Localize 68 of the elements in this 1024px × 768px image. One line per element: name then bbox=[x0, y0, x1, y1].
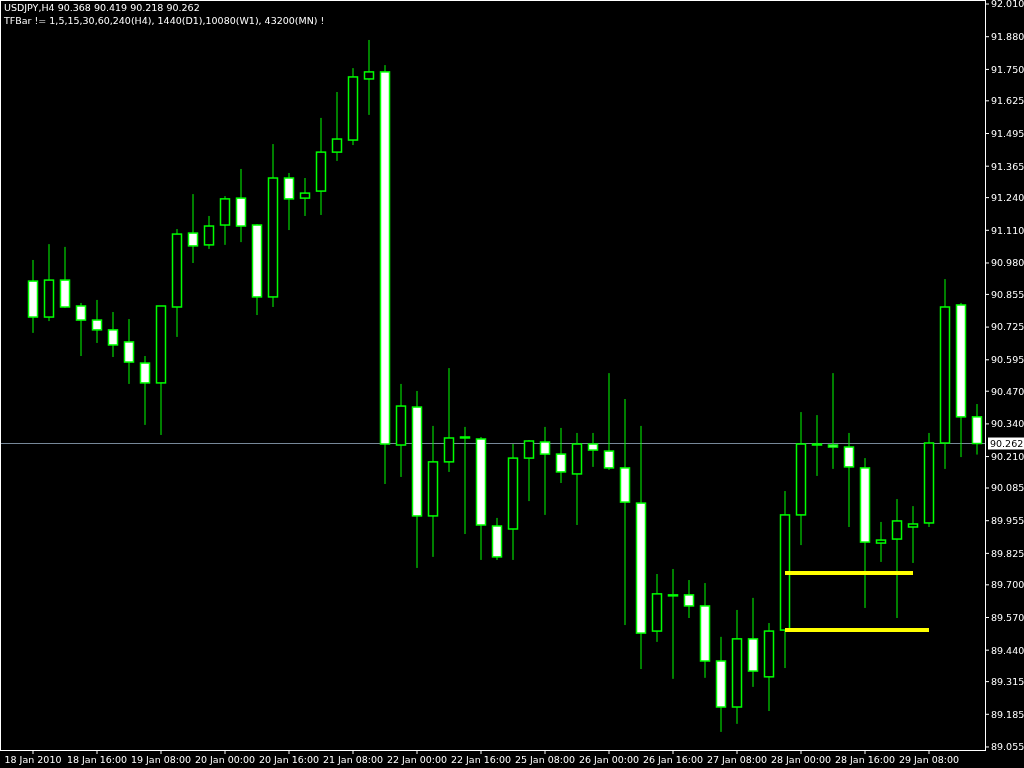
x-tick-label: 26 Jan 16:00 bbox=[642, 754, 704, 765]
y-tick-label: 90.725 bbox=[991, 321, 1024, 333]
y-tick-label: 89.185 bbox=[991, 708, 1024, 720]
y-tick-label: 89.055 bbox=[991, 741, 1024, 753]
y-tick-label: 91.365 bbox=[991, 160, 1024, 172]
candlestick bbox=[683, 579, 695, 619]
candlestick bbox=[283, 172, 295, 231]
candlestick bbox=[667, 568, 679, 680]
y-tick-label: 90.470 bbox=[991, 385, 1024, 397]
candlestick bbox=[459, 426, 471, 535]
y-tick-label: 89.955 bbox=[991, 515, 1024, 527]
candlestick bbox=[91, 299, 103, 344]
candlestick bbox=[843, 432, 855, 528]
x-tick-label: 27 Jan 08:00 bbox=[706, 754, 768, 765]
candlestick bbox=[443, 367, 455, 473]
x-tick-label: 26 Jan 00:00 bbox=[578, 754, 640, 765]
y-tick-label: 89.570 bbox=[991, 611, 1024, 623]
y-tick-label: 91.625 bbox=[991, 95, 1024, 107]
chart-title: USDJPY,H4 90.368 90.419 90.218 90.262 bbox=[4, 2, 200, 13]
y-tick-label: 91.495 bbox=[991, 127, 1024, 139]
candlestick bbox=[107, 311, 119, 358]
x-tick-label: 22 Jan 16:00 bbox=[450, 754, 512, 765]
y-tick-label: 90.210 bbox=[991, 450, 1024, 462]
x-tick-label: 20 Jan 00:00 bbox=[194, 754, 256, 765]
candlestick bbox=[587, 432, 599, 468]
y-tick-label: 90.855 bbox=[991, 288, 1024, 300]
y-tick-label: 89.440 bbox=[991, 644, 1024, 656]
candlestick bbox=[75, 302, 87, 357]
y-tick-label: 91.750 bbox=[991, 63, 1024, 75]
x-tick-label: 20 Jan 16:00 bbox=[258, 754, 320, 765]
candlestick bbox=[123, 318, 135, 385]
x-tick-label: 18 Jan 2010 bbox=[4, 754, 62, 765]
y-tick-label: 90.980 bbox=[991, 257, 1024, 269]
y-tick-label: 90.340 bbox=[991, 418, 1024, 430]
x-tick-label: 18 Jan 16:00 bbox=[66, 754, 128, 765]
x-tick-label: 21 Jan 08:00 bbox=[322, 754, 384, 765]
candlestick bbox=[331, 91, 343, 162]
y-tick-label: 91.880 bbox=[991, 31, 1024, 43]
y-tick-label: 91.110 bbox=[991, 224, 1024, 236]
x-tick-label: 28 Jan 16:00 bbox=[834, 754, 896, 765]
y-tick-label: 89.700 bbox=[991, 579, 1024, 591]
candlestick bbox=[891, 498, 903, 619]
x-tick-label: 28 Jan 00:00 bbox=[770, 754, 832, 765]
y-tick-label: 89.825 bbox=[991, 547, 1024, 559]
candlestick bbox=[299, 177, 311, 217]
candlestick bbox=[603, 372, 615, 471]
candlestick bbox=[827, 372, 839, 470]
candlestick bbox=[523, 439, 535, 502]
text: TFBar != 1,5,15,30,60,240(H4), 1440(D1),10080(W1), 43200(MN) ! bbox=[3, 15, 325, 26]
candlestick bbox=[187, 193, 199, 264]
candlestick bbox=[203, 215, 215, 250]
y-tick-label: 89.315 bbox=[991, 675, 1024, 687]
y-tick-label: 90.595 bbox=[991, 354, 1024, 366]
candlestick bbox=[363, 39, 375, 116]
ref-line-label: 90.262 bbox=[990, 437, 1024, 449]
y-tick-label: 92.010 bbox=[991, 0, 1024, 10]
candlestick bbox=[875, 521, 887, 563]
x-tick-label: 19 Jan 08:00 bbox=[130, 754, 192, 765]
candlestick bbox=[555, 427, 567, 484]
y-tick-label: 90.085 bbox=[991, 482, 1024, 494]
candlestick bbox=[539, 426, 551, 516]
x-tick-label: 22 Jan 00:00 bbox=[386, 754, 448, 765]
y-tick-label: 91.240 bbox=[991, 191, 1024, 203]
x-tick-label: 25 Jan 08:00 bbox=[514, 754, 576, 765]
candlestick bbox=[139, 355, 151, 426]
candlestick bbox=[907, 505, 919, 564]
candlestick bbox=[811, 414, 823, 477]
x-tick-label: 29 Jan 08:00 bbox=[898, 754, 960, 765]
